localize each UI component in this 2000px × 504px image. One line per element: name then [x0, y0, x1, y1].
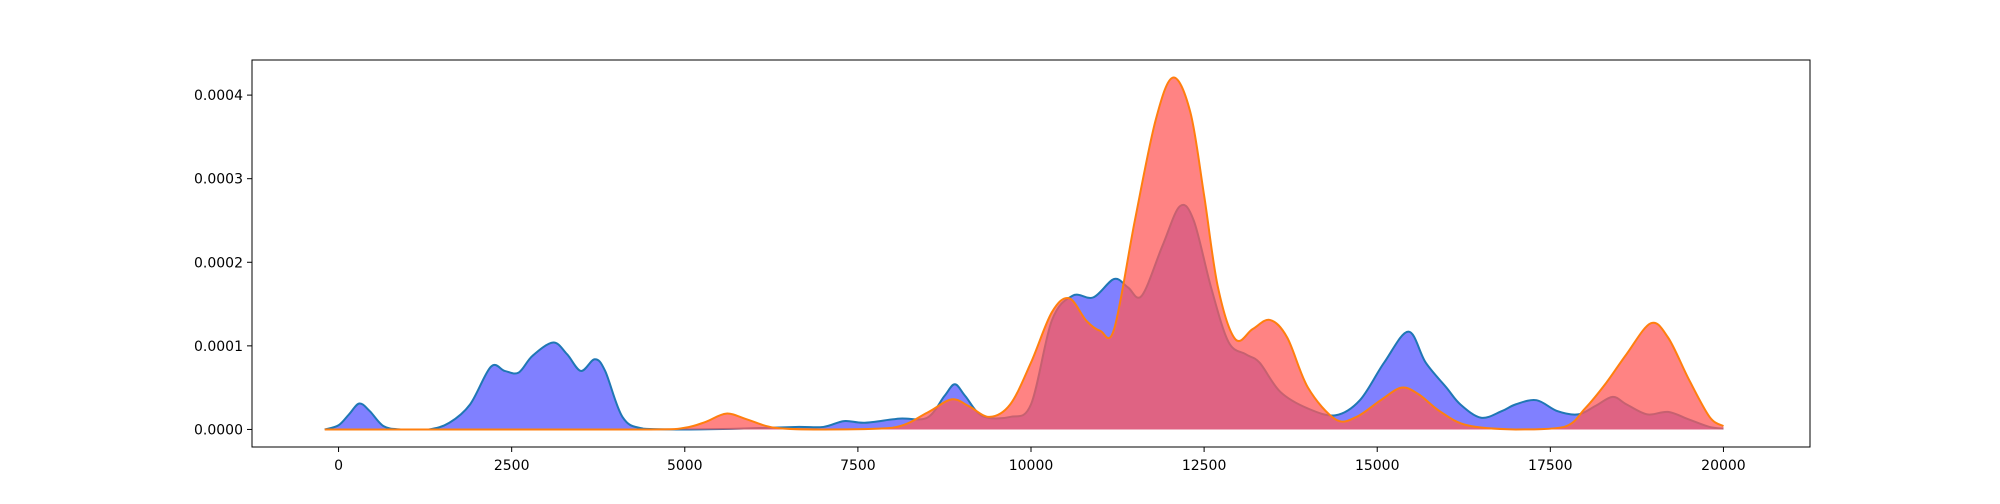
- y-tick-label: 0.0004: [194, 88, 243, 104]
- y-tick-label: 0.0000: [194, 422, 243, 438]
- series-2-line: [324, 76, 1724, 431]
- y-tick-label: 0.0003: [194, 172, 243, 188]
- x-tick-label: 2500: [494, 458, 530, 474]
- x-tick-label: 5000: [667, 458, 703, 474]
- x-tick-label: 10000: [1009, 458, 1054, 474]
- y-tick-label: 0.0002: [194, 255, 243, 271]
- y-tick-label: 0.0001: [194, 339, 243, 355]
- y-axis: 0.0000 0.0001 0.0002 0.0003 0.0004: [194, 88, 252, 438]
- x-tick-label: 15000: [1355, 458, 1400, 474]
- x-tick-label: 7500: [840, 458, 876, 474]
- x-tick-label: 17500: [1528, 458, 1573, 474]
- x-tick-label: 0: [334, 458, 343, 474]
- x-axis: 0 2500 5000 7500 10000 12500 15000 17500 20000: [334, 447, 1746, 474]
- series-layer: [324, 76, 1724, 431]
- x-tick-label: 20000: [1701, 458, 1746, 474]
- x-tick-label: 12500: [1182, 458, 1227, 474]
